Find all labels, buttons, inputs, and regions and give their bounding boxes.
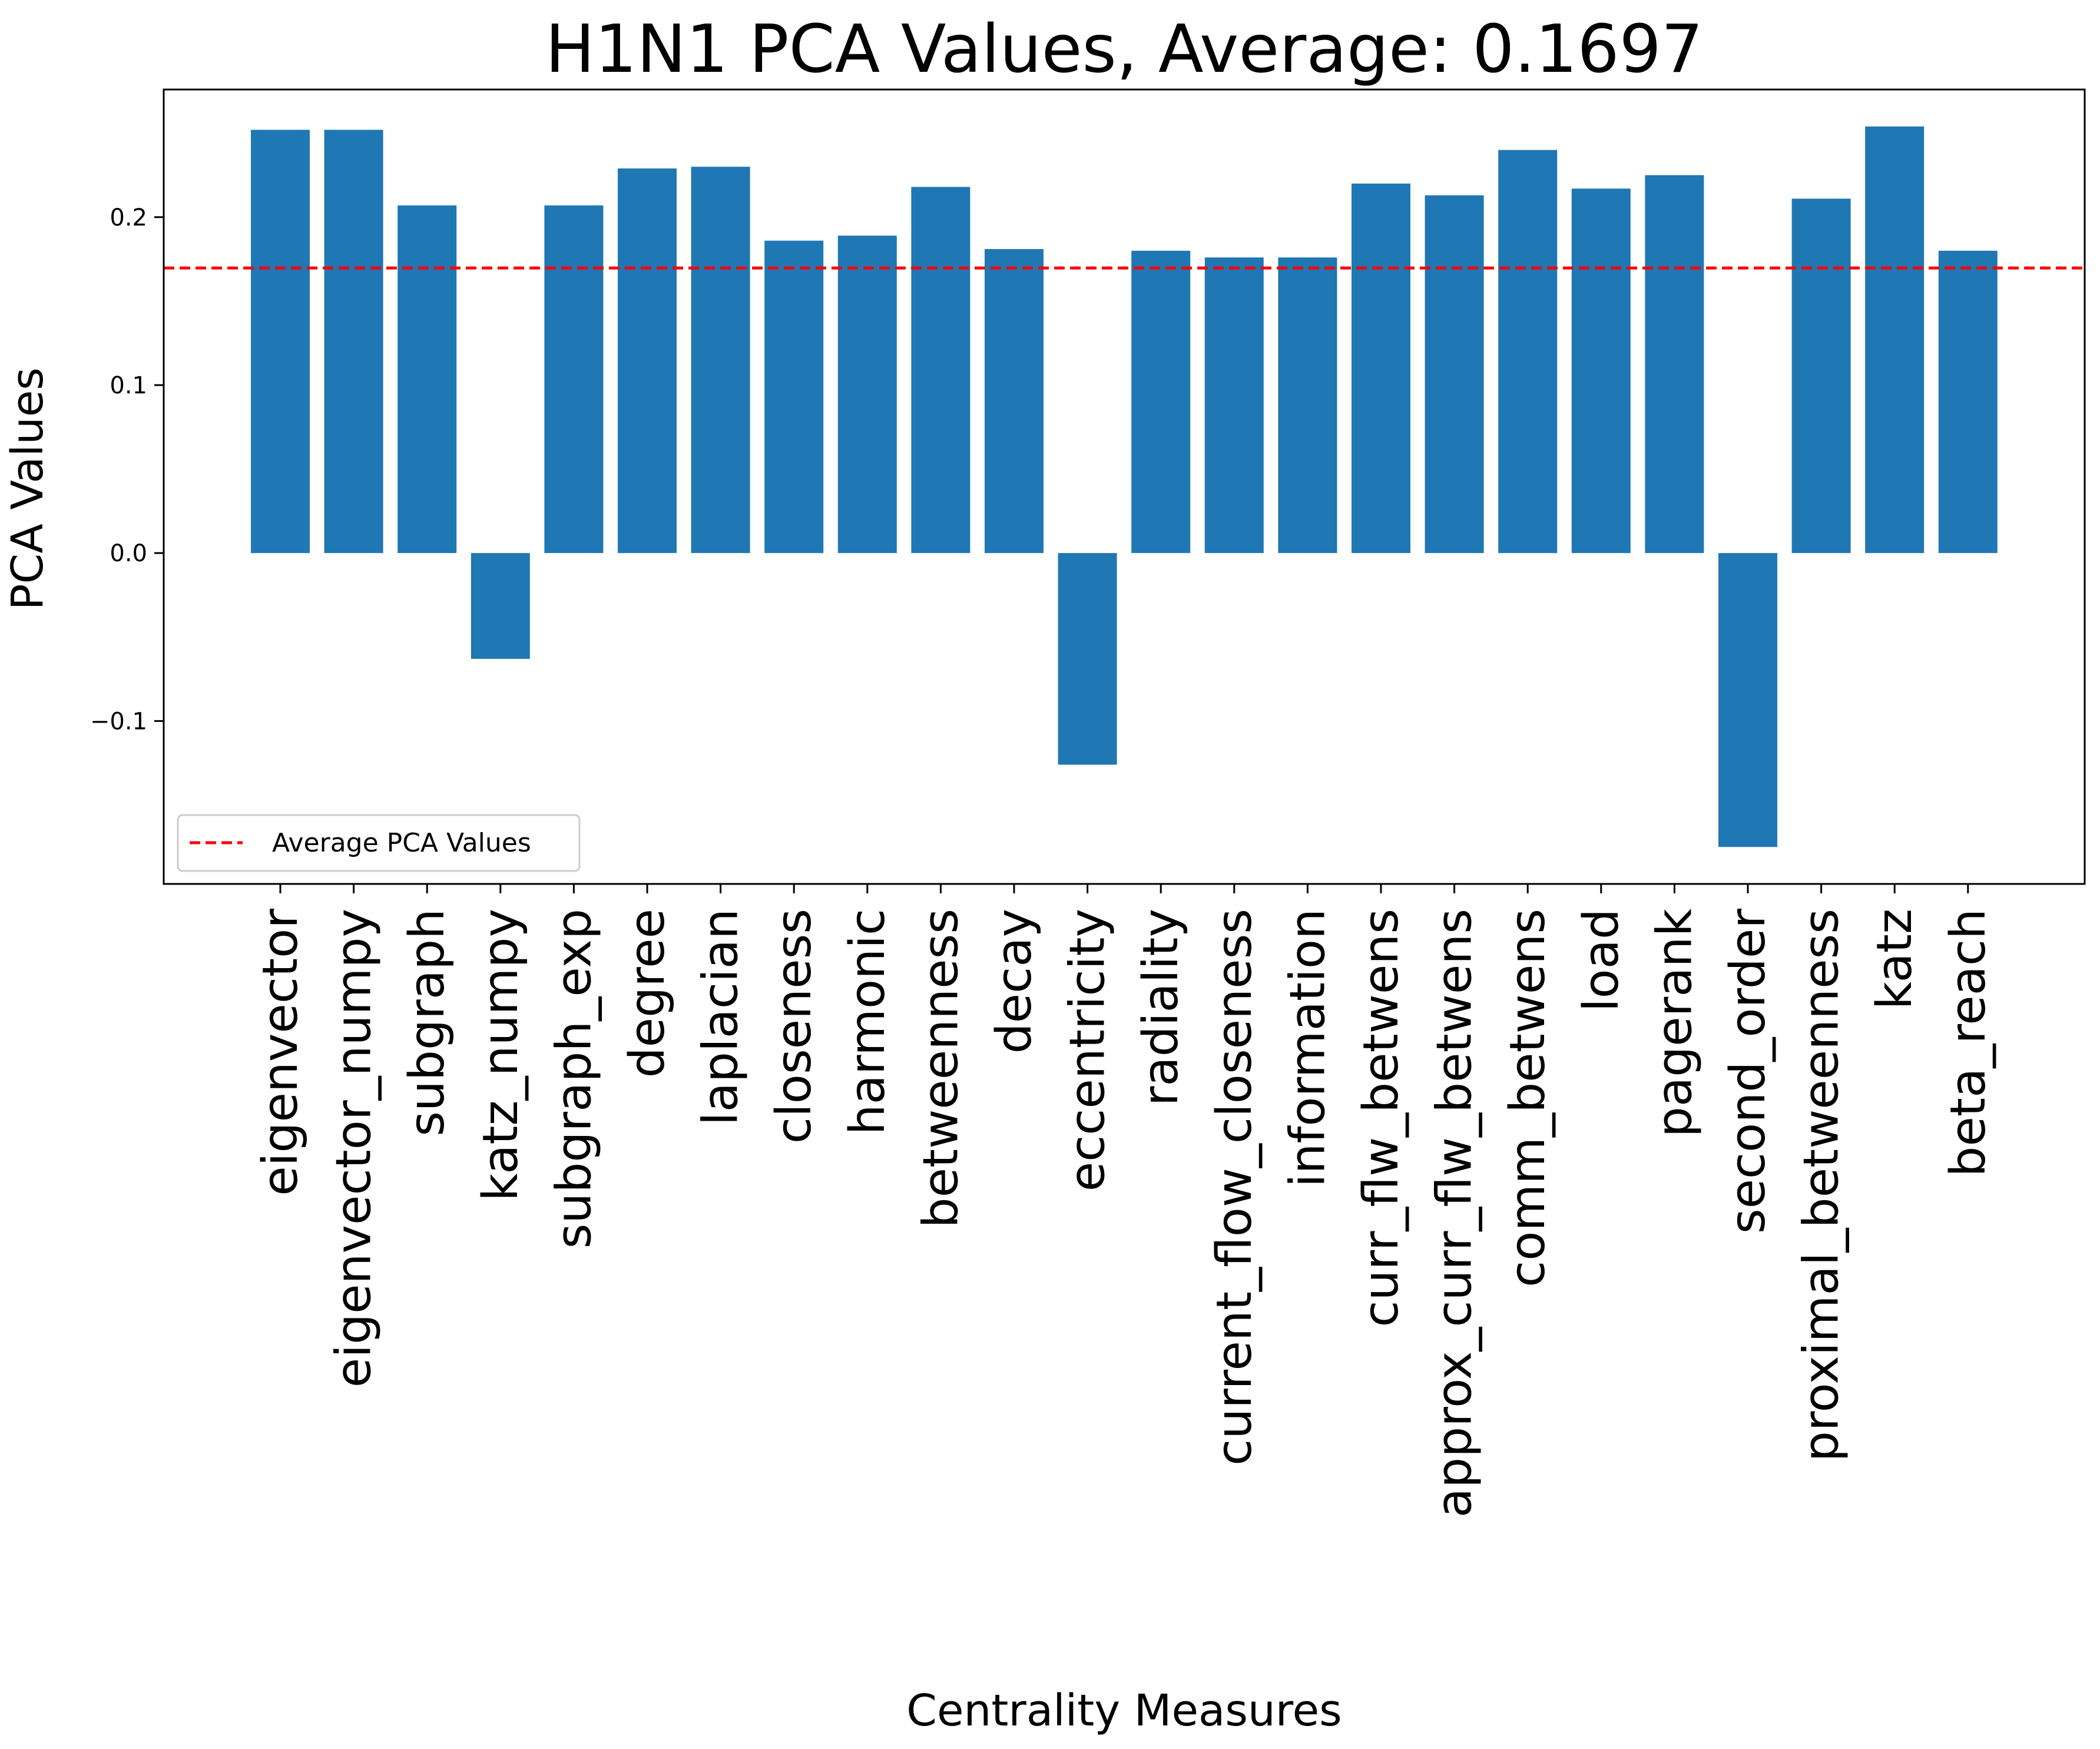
bar-closeness <box>764 240 824 554</box>
x-tick-label: eigenvector <box>253 909 309 1196</box>
bar-current-flow-closeness <box>1204 257 1264 554</box>
bar-decay <box>985 249 1044 554</box>
x-tick-label: eigenvector_numpy <box>326 909 382 1387</box>
x-tick-label: approx_curr_flw_betwens <box>1427 909 1483 1518</box>
x-tick-label: closeness <box>766 909 822 1144</box>
bar-approx-curr-flw-betwens <box>1425 195 1484 554</box>
bar-curr-flw-betwens <box>1352 183 1410 554</box>
y-tick-label: 0.1 <box>110 372 147 399</box>
x-tick-label: second_order <box>1720 909 1776 1234</box>
x-tick-label: laplacian <box>693 909 749 1125</box>
x-tick-label: comm_betwens <box>1500 909 1556 1287</box>
y-tick-label: −0.1 <box>90 708 147 735</box>
bar-radiality <box>1131 250 1191 554</box>
x-tick-label: katz <box>1867 909 1923 1010</box>
bar-eccentricity <box>1058 553 1117 765</box>
x-tick-label: decay <box>986 909 1042 1054</box>
bar-subgraph <box>398 205 457 554</box>
x-tick-label: beta_reach <box>1940 909 1996 1177</box>
bar-pagerank <box>1645 175 1704 554</box>
x-tick-label: radiality <box>1133 909 1189 1106</box>
chart-title: H1N1 PCA Values, Average: 0.1697 <box>545 11 1703 88</box>
bar-beta-reach <box>1938 250 1998 554</box>
bar-eigenvector-numpy <box>324 130 383 554</box>
bar-load <box>1571 188 1631 554</box>
legend-label: Average PCA Values <box>272 828 531 858</box>
y-axis-label: PCA Values <box>2 367 53 610</box>
bar-information <box>1278 257 1337 554</box>
bar-degree <box>618 168 677 554</box>
bar-harmonic <box>837 236 897 554</box>
bar-proximal-betweenness <box>1791 198 1851 554</box>
x-tick-label: current_flow_closeness <box>1207 909 1263 1466</box>
x-tick-label: load <box>1574 909 1629 1012</box>
bar-subgraph-exp <box>544 205 604 554</box>
y-tick-label: 0.2 <box>110 204 147 231</box>
bar-katz <box>1865 126 1925 554</box>
legend: Average PCA Values <box>177 814 581 872</box>
legend-box <box>177 814 581 872</box>
x-tick-label: information <box>1280 909 1336 1187</box>
bar-laplacian <box>691 167 750 554</box>
x-tick-label: harmonic <box>840 909 896 1135</box>
x-tick-label: subgraph <box>399 909 455 1137</box>
x-tick-label: subgraph_exp <box>546 909 602 1248</box>
bar-eigenvector <box>251 130 310 554</box>
bar-comm-betwens <box>1498 150 1558 554</box>
x-tick-label: katz_numpy <box>473 909 529 1201</box>
x-axis-ticks: eigenvector eigenvector_numpy subgraph katz… <box>253 884 1996 1518</box>
bars-group <box>251 126 1998 847</box>
x-tick-label: eccentricity <box>1060 909 1116 1191</box>
y-tick-label: 0.0 <box>110 540 147 567</box>
y-axis-ticks: −0.1 0.0 0.1 0.2 <box>90 204 164 735</box>
x-tick-label: betweenness <box>913 909 969 1228</box>
bar-katz-numpy <box>471 553 530 659</box>
x-tick-label: degree <box>620 909 675 1078</box>
bar-betweenness <box>911 187 970 554</box>
x-tick-label: curr_flw_betwens <box>1353 909 1409 1327</box>
bar-second-order <box>1718 553 1777 847</box>
x-tick-label: proximal_betweenness <box>1794 909 1850 1462</box>
x-axis-label: Centrality Measures <box>906 1685 1342 1736</box>
x-tick-label: pagerank <box>1647 908 1702 1137</box>
plot-frame <box>163 88 2086 885</box>
